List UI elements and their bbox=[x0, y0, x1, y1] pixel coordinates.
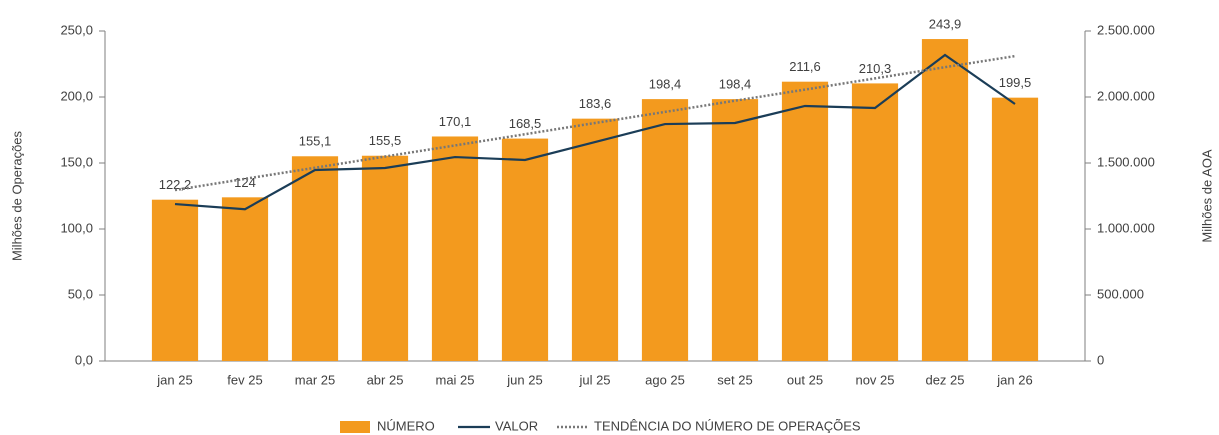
x-tick-label: ago 25 bbox=[645, 372, 685, 387]
value-label: 199,5 bbox=[999, 75, 1032, 90]
legend-swatch bbox=[340, 421, 370, 433]
legend-label: NÚMERO bbox=[377, 418, 435, 433]
bar bbox=[221, 197, 269, 361]
value-label: 198,4 bbox=[649, 77, 682, 92]
y2-tick-label: 2.000.000 bbox=[1097, 88, 1155, 103]
bar bbox=[501, 138, 549, 361]
bar bbox=[781, 81, 829, 362]
x-tick-label: jun 25 bbox=[506, 372, 542, 387]
y-tick-label: 0,0 bbox=[75, 352, 93, 367]
line bbox=[174, 54, 1016, 192]
bar bbox=[641, 99, 689, 361]
y2-tick-label: 0 bbox=[1097, 352, 1104, 367]
legend-label: VALOR bbox=[495, 418, 538, 433]
bar bbox=[151, 199, 199, 361]
y-axis-title: Milhões de Operações bbox=[9, 130, 24, 261]
value-label: 183,6 bbox=[579, 96, 612, 111]
value-label: 211,6 bbox=[789, 59, 821, 74]
bar bbox=[361, 155, 409, 361]
bar bbox=[851, 83, 899, 362]
x-tick-label: fev 25 bbox=[227, 372, 262, 387]
x-tick-label: abr 25 bbox=[367, 372, 404, 387]
value-label: 124 bbox=[234, 175, 256, 190]
value-label: 243,9 bbox=[929, 16, 962, 31]
x-tick-label: jan 25 bbox=[156, 372, 192, 387]
y-tick-label: 100,0 bbox=[60, 220, 93, 235]
y2-axis-title: Milhões de AOA bbox=[1199, 149, 1214, 243]
bar bbox=[291, 156, 339, 361]
y-tick-label: 250,0 bbox=[60, 22, 93, 37]
y2-tick-label: 1.000.000 bbox=[1097, 220, 1155, 235]
x-tick-label: jul 25 bbox=[578, 372, 610, 387]
bar bbox=[711, 99, 759, 361]
x-tick-label: out 25 bbox=[787, 372, 823, 387]
x-tick-label: mai 25 bbox=[435, 372, 474, 387]
x-tick-label: jan 26 bbox=[996, 372, 1032, 387]
y-tick-label: 150,0 bbox=[60, 154, 93, 169]
bar bbox=[991, 97, 1039, 361]
value-label: 155,5 bbox=[369, 133, 402, 148]
x-tick-label: nov 25 bbox=[855, 372, 894, 387]
legend-label: TENDÊNCIA DO NÚMERO DE OPERAÇÕES bbox=[594, 418, 861, 433]
value-label: 170,1 bbox=[439, 114, 472, 129]
y-tick-label: 50,0 bbox=[68, 286, 93, 301]
x-tick-label: set 25 bbox=[717, 372, 752, 387]
y2-tick-label: 2.500.000 bbox=[1097, 22, 1155, 37]
bar bbox=[431, 136, 479, 361]
value-label: 198,4 bbox=[719, 77, 752, 92]
value-label: 155,1 bbox=[299, 134, 332, 149]
bar bbox=[921, 39, 969, 361]
x-tick-label: dez 25 bbox=[925, 372, 964, 387]
x-tick-label: mar 25 bbox=[295, 372, 335, 387]
line bbox=[174, 53, 1016, 211]
value-label: 210,3 bbox=[859, 61, 892, 76]
bar bbox=[571, 118, 619, 361]
y2-tick-label: 1.500.000 bbox=[1097, 154, 1155, 169]
y2-tick-label: 500.000 bbox=[1097, 286, 1144, 301]
value-label: 168,5 bbox=[509, 116, 542, 131]
y-tick-label: 200,0 bbox=[60, 88, 93, 103]
